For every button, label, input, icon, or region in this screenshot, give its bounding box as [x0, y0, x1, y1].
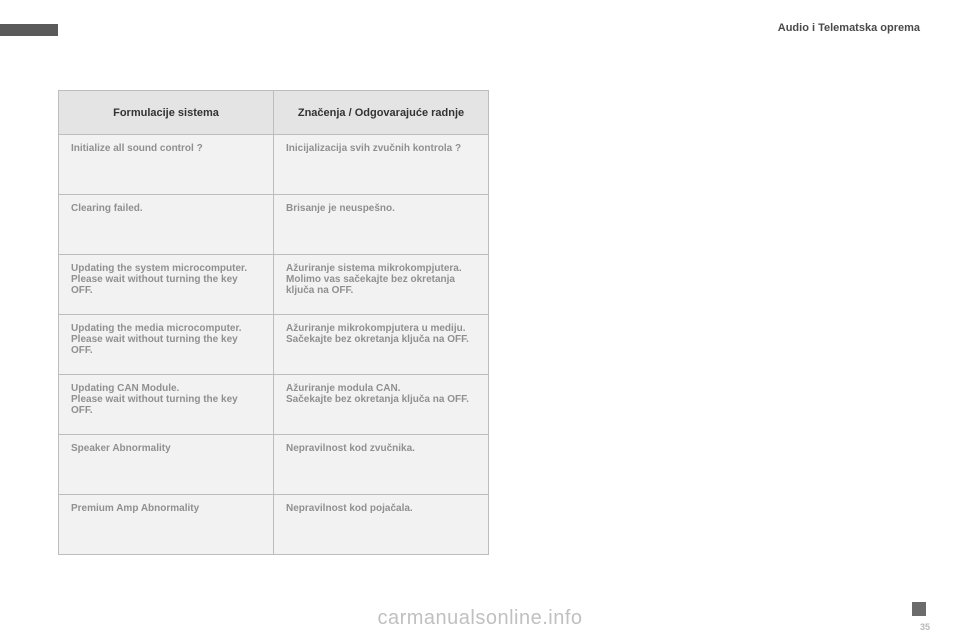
- section-header: Audio i Telematska oprema: [778, 22, 920, 34]
- system-messages-table: Formulacije sistema Značenja / Odgovaraj…: [58, 90, 489, 555]
- table-row: Speaker Abnormality Nepravilnost kod zvu…: [59, 435, 489, 495]
- header-col-1: Formulacije sistema: [59, 91, 274, 135]
- table-row: Initialize all sound control ? Inicijali…: [59, 135, 489, 195]
- cell-formulation: Premium Amp Abnormality: [59, 495, 274, 555]
- table-row: Clearing failed. Brisanje je neuspešno.: [59, 195, 489, 255]
- page: Audio i Telematska oprema Formulacije si…: [0, 0, 960, 640]
- watermark-text: carmanualsonline.info: [377, 607, 582, 630]
- cell-formulation: Speaker Abnormality: [59, 435, 274, 495]
- cell-formulation: Initialize all sound control ?: [59, 135, 274, 195]
- table-row: Premium Amp Abnormality Nepravilnost kod…: [59, 495, 489, 555]
- cell-formulation: Updating the media microcomputer.Please …: [59, 315, 274, 375]
- top-bar: [0, 24, 58, 36]
- cell-meaning: Ažuriranje sistema mikrokompjutera.Molim…: [274, 255, 489, 315]
- cell-meaning: Ažuriranje modula CAN.Sačekajte bez okre…: [274, 375, 489, 435]
- page-number: 35: [920, 622, 930, 632]
- cell-formulation: Clearing failed.: [59, 195, 274, 255]
- header-col-2: Značenja / Odgovarajuće radnje: [274, 91, 489, 135]
- table-row: Updating the media microcomputer.Please …: [59, 315, 489, 375]
- cell-meaning: Brisanje je neuspešno.: [274, 195, 489, 255]
- cell-formulation: Updating CAN Module.Please wait without …: [59, 375, 274, 435]
- cell-meaning: Inicijalizacija svih zvučnih kontrola ?: [274, 135, 489, 195]
- cell-meaning: Nepravilnost kod pojačala.: [274, 495, 489, 555]
- table-header-row: Formulacije sistema Značenja / Odgovaraj…: [59, 91, 489, 135]
- cell-meaning: Nepravilnost kod zvučnika.: [274, 435, 489, 495]
- table-row: Updating the system microcomputer.Please…: [59, 255, 489, 315]
- cell-formulation: Updating the system microcomputer.Please…: [59, 255, 274, 315]
- page-corner-icon: [912, 602, 926, 616]
- cell-meaning: Ažuriranje mikrokompjutera u mediju.Sače…: [274, 315, 489, 375]
- table-row: Updating CAN Module.Please wait without …: [59, 375, 489, 435]
